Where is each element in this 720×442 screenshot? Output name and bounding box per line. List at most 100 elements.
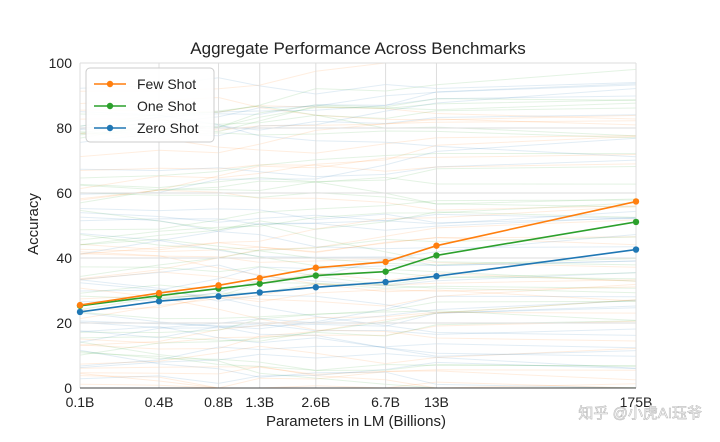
data-point [632, 198, 640, 205]
background-line [79, 253, 637, 268]
y-tick-label: 60 [56, 185, 72, 201]
background-line [79, 283, 637, 311]
background-line [79, 192, 637, 208]
background-line [79, 233, 637, 267]
legend-marker [106, 80, 114, 88]
background-line [79, 343, 637, 367]
background-line [79, 219, 637, 280]
background-line [79, 154, 637, 201]
data-point [382, 278, 389, 286]
y-tick-label: 20 [56, 315, 72, 331]
background-line [79, 311, 637, 346]
data-point [256, 274, 263, 282]
y-tick-label: 80 [56, 120, 72, 136]
watermark: 知乎 @小虎AI珏爷 [578, 405, 702, 422]
background-line [79, 282, 637, 294]
background-line [79, 366, 637, 381]
legend-label: Few Shot [137, 76, 196, 92]
data-point [312, 272, 320, 279]
axes: 0 20 40 60 80 100 0.1B 0.4B 0.8B 1.3B 2.6B 6.7B 13B 1… [49, 55, 653, 410]
background-line [79, 299, 637, 342]
data-point [312, 264, 320, 271]
background-line [79, 176, 637, 205]
data-point [312, 284, 320, 291]
background-line [79, 206, 637, 255]
legend-label: Zero Shot [137, 120, 199, 136]
series [76, 198, 640, 316]
background-line [79, 211, 637, 246]
x-tick-label: 13B [424, 394, 449, 410]
background-line [79, 137, 637, 195]
x-tick-label: 1.3B [245, 394, 274, 410]
x-tick-label: 175B [620, 394, 653, 410]
background-line [79, 212, 637, 223]
data-point [76, 308, 84, 316]
data-point [215, 282, 222, 289]
x-tick-label: 6.7B [371, 394, 400, 410]
background-line [79, 135, 637, 190]
data-point [433, 242, 440, 249]
background-line [79, 238, 637, 266]
background-line [79, 271, 637, 284]
background-line [79, 295, 637, 330]
background-line [79, 216, 637, 231]
background-line [79, 210, 637, 255]
background-line [79, 310, 637, 321]
data-point [256, 280, 263, 287]
series-line-zero-shot [79, 248, 637, 313]
background-line [79, 152, 637, 179]
background-line [79, 365, 636, 389]
background-line [79, 163, 637, 172]
background-line [79, 345, 637, 365]
y-tick-label: 40 [56, 250, 72, 266]
data-point [215, 293, 222, 300]
background-line [79, 120, 637, 158]
x-tick-label: 2.6B [301, 394, 330, 410]
x-tick-label: 0.1B [66, 394, 95, 410]
background-line [79, 234, 637, 282]
data-point [155, 289, 163, 297]
legend-marker [106, 102, 114, 110]
background-line [79, 279, 637, 314]
chart-title: Aggregate Performance Across Benchmarks [190, 39, 525, 58]
y-tick-label: 0 [64, 380, 72, 396]
background-line [79, 300, 637, 329]
x-tick-label: 0.4B [145, 394, 174, 410]
data-point [382, 268, 389, 275]
data-point [433, 252, 440, 259]
background-line [79, 236, 637, 277]
background-line [79, 341, 637, 389]
background-line [79, 350, 637, 372]
y-axis-label: Accuracy [25, 193, 42, 255]
y-tick-label: 100 [49, 55, 73, 71]
background-line [79, 352, 636, 371]
grid [79, 62, 637, 389]
x-axis-label: Parameters in LM (Billions) [266, 413, 446, 430]
data-point [256, 289, 263, 296]
data-point [382, 258, 389, 266]
background-line [79, 323, 637, 339]
background-line [79, 272, 637, 300]
x-tick-label: 0.8B [204, 394, 233, 410]
background-line [79, 199, 637, 231]
background-line [79, 202, 637, 241]
background-line [79, 349, 637, 389]
background-line [79, 166, 637, 204]
background-line [79, 299, 637, 350]
background-line [79, 265, 637, 294]
legend-marker [106, 124, 114, 132]
background-line [79, 353, 637, 369]
data-point [632, 218, 640, 226]
background-line [79, 287, 637, 342]
background-line [79, 320, 637, 344]
background-line [79, 264, 637, 287]
background-line [79, 300, 637, 334]
data-point [155, 298, 163, 305]
data-point [76, 301, 84, 309]
data-point [632, 246, 640, 253]
background-line [79, 325, 637, 357]
background-line [79, 260, 637, 292]
legend-box [85, 67, 215, 143]
background-line [79, 236, 637, 254]
